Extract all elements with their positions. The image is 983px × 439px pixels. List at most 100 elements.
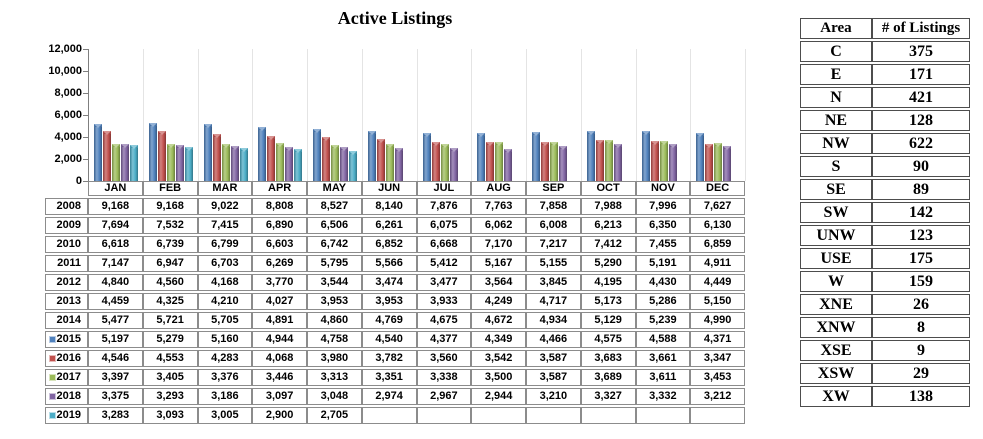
table-cell: 3,611	[635, 369, 691, 386]
table-cell: 3,327	[580, 388, 636, 405]
table-cell: 4,588	[635, 331, 691, 348]
table-cell: 4,911	[690, 255, 745, 272]
row-header-2016: 2016	[45, 350, 88, 367]
table-row-2011: 2011 7,147 6,947 6,703 6,269 5,795 5,566 5,412 5…	[45, 255, 745, 272]
table-cell: 3,689	[580, 369, 636, 386]
area-name: NW	[800, 133, 872, 154]
month-header-AUG: AUG	[471, 181, 526, 196]
bar-2018-MAY	[340, 147, 348, 181]
table-cell: 6,852	[361, 236, 417, 253]
year-label: 2012	[56, 276, 81, 288]
bar-2015-OCT	[586, 131, 595, 181]
table-cell: 6,859	[690, 236, 745, 253]
bar-2018-OCT	[613, 144, 622, 181]
bar-2015-DEC	[696, 133, 705, 181]
table-cell: 3,500	[471, 369, 526, 386]
table-cell: 4,027	[252, 293, 307, 310]
bar-2017-DEC	[714, 143, 723, 181]
table-cell: 4,540	[361, 331, 417, 348]
y-axis-tick	[83, 115, 88, 116]
bar-2017-AUG	[495, 142, 504, 181]
table-cell: 5,150	[690, 293, 745, 310]
bar-2018-NOV	[668, 144, 677, 181]
bar-group-JUL	[418, 49, 473, 181]
table-cell	[471, 407, 526, 424]
bar-2017-JUN	[385, 144, 394, 181]
area-row-S: S 90	[800, 156, 970, 177]
y-axis-label: 10,000	[48, 65, 82, 77]
bar-2016-NOV	[650, 141, 659, 181]
table-cell: 7,415	[197, 217, 253, 234]
table-cell: 4,249	[471, 293, 526, 310]
table-cell	[416, 407, 472, 424]
bar-2017-OCT	[604, 140, 613, 181]
table-cell: 3,933	[416, 293, 472, 310]
table-row-2014: 2014 5,477 5,721 5,705 4,891 4,860 4,769 4,675 4…	[45, 312, 745, 329]
table-cell: 3,770	[252, 274, 307, 291]
area-listings-count: 171	[872, 64, 970, 85]
area-row-NW: NW 622	[800, 133, 970, 154]
legend-marker-icon	[49, 355, 56, 362]
table-cell: 4,546	[88, 350, 143, 367]
bar-2015-SEP	[532, 132, 540, 181]
area-name: XNW	[800, 317, 872, 338]
area-name: XSW	[800, 363, 872, 384]
table-cell: 3,587	[526, 350, 581, 367]
table-cell: 2,705	[307, 407, 362, 424]
area-row-SW: SW 142	[800, 202, 970, 223]
table-cell: 4,575	[580, 331, 636, 348]
table-cell: 6,130	[690, 217, 745, 234]
legend-marker-icon	[49, 412, 56, 419]
area-name: XW	[800, 386, 872, 407]
table-cell: 6,739	[142, 236, 198, 253]
table-cell: 4,168	[197, 274, 253, 291]
table-cell: 2,967	[416, 388, 472, 405]
area-row-XNE: XNE 26	[800, 294, 970, 315]
area-listings-count: 175	[872, 248, 970, 269]
bar-2018-SEP	[559, 146, 567, 181]
table-cell: 8,140	[361, 198, 417, 215]
table-cell: 4,325	[142, 293, 198, 310]
bar-2017-JUL	[440, 144, 449, 181]
month-header-JAN: JAN	[88, 181, 143, 196]
table-cell: 3,283	[88, 407, 143, 424]
bar-2018-AUG	[504, 149, 513, 181]
table-cell: 5,173	[580, 293, 636, 310]
table-cell: 7,876	[416, 198, 472, 215]
table-cell: 3,005	[197, 407, 253, 424]
area-name: S	[800, 156, 872, 177]
bar-group-DEC	[691, 49, 746, 181]
table-cell: 3,351	[361, 369, 417, 386]
table-corner	[45, 181, 88, 196]
table-cell: 5,155	[526, 255, 581, 272]
area-listings-count: 142	[872, 202, 970, 223]
area-row-XNW: XNW 8	[800, 317, 970, 338]
table-cell: 6,890	[252, 217, 307, 234]
bar-2017-JAN	[112, 144, 120, 181]
month-header-row: JAN FEB MAR APR MAY JUN JUL AUG SEP OCT NOV DEC	[45, 181, 745, 196]
bar-2018-FEB	[175, 145, 184, 181]
bar-2018-MAR	[230, 146, 239, 181]
table-cell: 3,560	[416, 350, 472, 367]
row-header-2010: 2010	[45, 236, 88, 253]
area-name: SW	[800, 202, 872, 223]
bar-2018-JUN	[394, 148, 403, 181]
y-axis-label: 4,000	[54, 131, 82, 143]
table-cell: 3,212	[690, 388, 745, 405]
bar-2017-SEP	[550, 142, 558, 181]
table-cell: 6,075	[416, 217, 472, 234]
table-cell: 3,446	[252, 369, 307, 386]
area-listings-count: 9	[872, 340, 970, 361]
y-axis-tick	[83, 159, 88, 160]
table-cell: 5,566	[361, 255, 417, 272]
bar-2018-APR	[285, 147, 294, 181]
bar-2017-MAY	[331, 145, 339, 181]
table-row-2016: 2016 4,546 4,553 4,283 4,068 3,980 3,782 3,560 3…	[45, 350, 745, 367]
table-cell: 5,239	[635, 312, 691, 329]
area-row-SE: SE 89	[800, 179, 970, 200]
year-label: 2016	[56, 352, 81, 364]
chart-title: Active Listings	[337, 8, 453, 28]
legend-marker-icon	[49, 374, 56, 381]
table-cell: 3,953	[307, 293, 362, 310]
area-name: SE	[800, 179, 872, 200]
